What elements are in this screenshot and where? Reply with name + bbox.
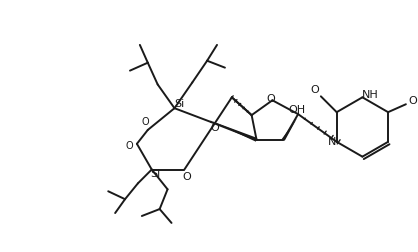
Text: O: O xyxy=(125,141,133,151)
Text: Si: Si xyxy=(150,169,161,179)
Text: N: N xyxy=(328,137,336,147)
Text: O: O xyxy=(142,117,150,127)
Polygon shape xyxy=(282,118,297,141)
Text: O: O xyxy=(408,96,417,106)
Text: OH: OH xyxy=(288,105,306,115)
Polygon shape xyxy=(209,120,257,142)
Text: O: O xyxy=(211,123,219,133)
Text: O: O xyxy=(311,85,319,96)
Text: O: O xyxy=(182,172,191,182)
Text: O: O xyxy=(266,94,275,104)
Text: NH: NH xyxy=(362,90,379,100)
Text: Si: Si xyxy=(174,99,185,109)
